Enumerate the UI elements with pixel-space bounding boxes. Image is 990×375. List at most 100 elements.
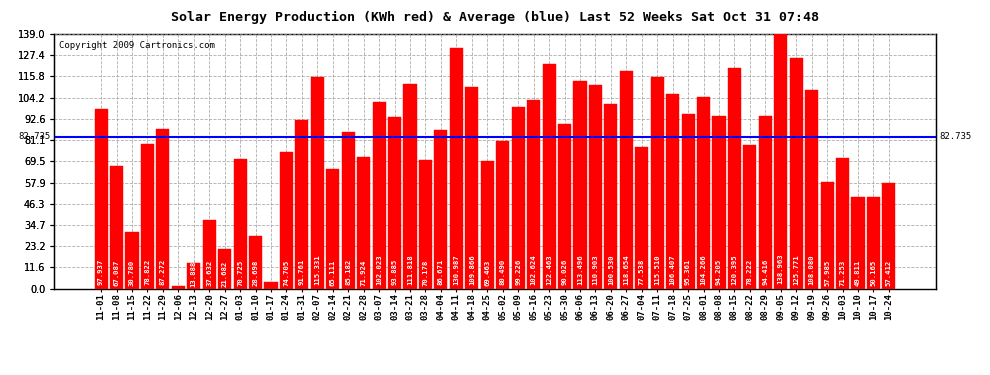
Bar [650,77,663,289]
Text: 118.654: 118.654 [624,254,630,285]
Bar [758,116,772,289]
Bar [342,132,354,289]
Text: 113.496: 113.496 [577,254,583,285]
Bar [372,102,386,289]
Text: 57.985: 57.985 [824,260,831,286]
Text: 28.698: 28.698 [252,260,258,286]
Bar [512,107,525,289]
Bar [867,197,880,289]
Bar [357,157,370,289]
Text: 97.937: 97.937 [98,259,104,285]
Text: 85.182: 85.182 [346,259,351,285]
Bar [743,145,756,289]
Text: 130.987: 130.987 [453,254,459,285]
Bar [666,93,679,289]
Bar [156,129,169,289]
Bar [681,114,695,289]
Bar [94,109,108,289]
Bar [295,120,309,289]
Bar [558,124,571,289]
Text: 111.818: 111.818 [407,254,413,285]
Bar [697,98,710,289]
Text: 82.735: 82.735 [18,132,50,141]
Bar [604,104,618,289]
Bar [126,232,139,289]
Text: 120.395: 120.395 [732,254,738,285]
Text: 87.272: 87.272 [159,259,166,285]
Text: Copyright 2009 Cartronics.com: Copyright 2009 Cartronics.com [58,41,215,50]
Bar [589,85,602,289]
Text: 100.530: 100.530 [608,255,614,285]
Bar [636,147,648,289]
Bar [882,183,896,289]
Bar [620,71,633,289]
Bar [543,64,555,289]
Text: 30.780: 30.780 [129,260,135,286]
Bar [449,48,463,289]
Text: 78.822: 78.822 [145,259,150,285]
Text: 106.407: 106.407 [669,254,675,285]
Bar [821,182,834,289]
Bar [790,58,803,289]
Text: 69.463: 69.463 [484,260,490,286]
Bar [141,144,154,289]
Text: 94.205: 94.205 [716,259,722,285]
Bar [203,220,216,289]
Bar [234,159,247,289]
Text: 57.412: 57.412 [886,260,892,286]
Bar [388,117,401,289]
Bar [435,130,447,289]
Bar [187,263,200,289]
Text: 70.178: 70.178 [423,260,429,286]
Bar [171,286,185,289]
Text: 109.866: 109.866 [469,254,475,285]
Text: 67.087: 67.087 [114,260,120,286]
Bar [836,158,849,289]
Bar [851,197,864,289]
Text: Solar Energy Production (KWh red) & Average (blue) Last 52 Weeks Sat Oct 31 07:4: Solar Energy Production (KWh red) & Aver… [171,11,819,24]
Text: 71.924: 71.924 [360,260,366,286]
Bar [496,141,509,289]
Text: 122.463: 122.463 [546,254,552,285]
Bar [110,166,123,289]
Text: 91.761: 91.761 [299,259,305,285]
Text: 49.811: 49.811 [855,260,861,286]
Text: 71.253: 71.253 [840,260,845,286]
Text: 70.725: 70.725 [237,260,244,286]
Bar [774,34,787,289]
Text: 80.490: 80.490 [500,259,506,285]
Bar [573,81,586,289]
Text: 86.671: 86.671 [438,259,444,285]
Text: 138.963: 138.963 [778,254,784,284]
Text: 94.416: 94.416 [762,259,768,285]
Bar [713,116,726,289]
Text: 65.111: 65.111 [330,260,336,286]
Bar [465,87,478,289]
Bar [280,152,293,289]
Text: 95.361: 95.361 [685,259,691,285]
Text: 125.771: 125.771 [793,254,799,285]
Bar [527,100,541,289]
Text: 13.888: 13.888 [191,260,197,286]
Text: 102.023: 102.023 [376,254,382,285]
Bar [311,77,324,289]
Text: 115.510: 115.510 [654,254,660,285]
Bar [248,236,262,289]
Text: 50.165: 50.165 [870,260,876,286]
Text: 78.222: 78.222 [746,259,753,285]
Bar [404,84,417,289]
Text: 77.538: 77.538 [639,259,644,285]
Text: 115.331: 115.331 [315,254,321,285]
Text: 102.624: 102.624 [531,254,537,285]
Bar [264,282,277,289]
Text: 110.903: 110.903 [592,254,598,285]
Text: 104.266: 104.266 [701,254,707,285]
Text: 37.632: 37.632 [206,260,212,286]
Text: 21.682: 21.682 [222,260,228,286]
Bar [805,90,819,289]
Bar [218,249,232,289]
Text: 99.226: 99.226 [515,259,521,285]
Text: 108.080: 108.080 [809,254,815,285]
Bar [481,161,494,289]
Text: 93.885: 93.885 [392,259,398,285]
